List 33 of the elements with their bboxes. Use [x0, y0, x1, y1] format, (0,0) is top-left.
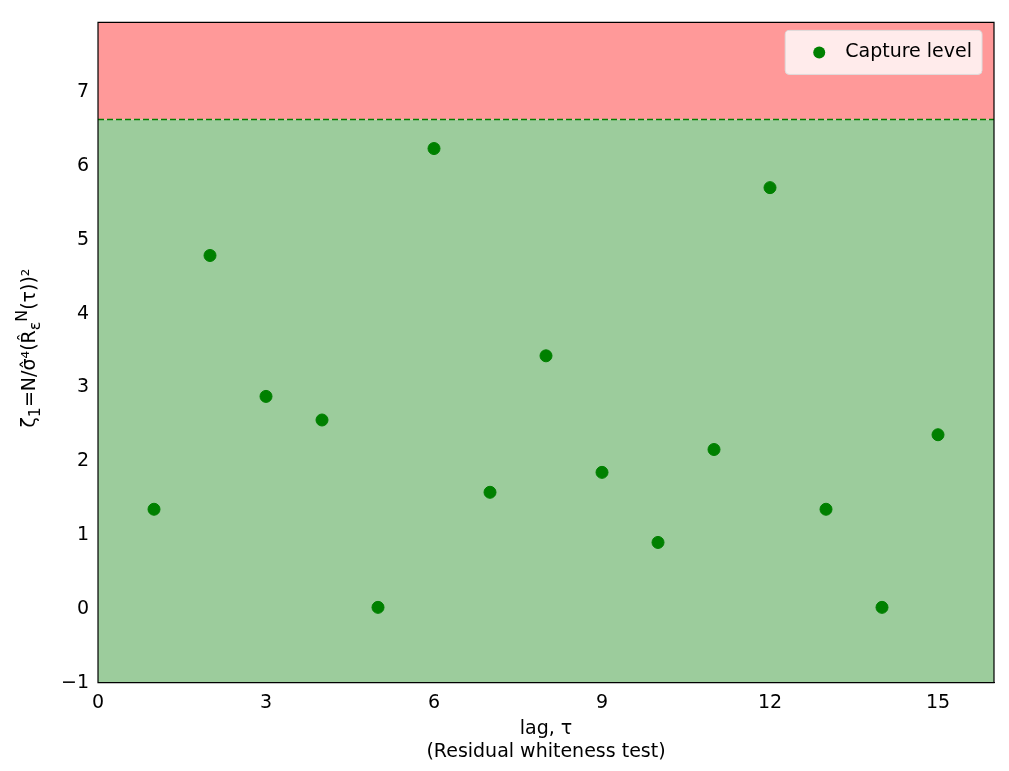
legend-label: Capture level	[845, 39, 972, 62]
point	[763, 181, 777, 195]
point	[203, 249, 217, 262]
point	[931, 428, 945, 442]
point	[595, 465, 609, 479]
text: (Residual whiteness test)	[426, 738, 666, 761]
point	[315, 413, 329, 427]
point	[539, 349, 553, 363]
point	[707, 443, 721, 456]
x-tick-label: 3	[259, 689, 273, 712]
point	[371, 600, 385, 614]
point	[819, 502, 833, 516]
point	[875, 600, 889, 614]
x-tick-label: 0	[91, 689, 105, 712]
point	[259, 389, 273, 403]
y-tick-label: 1	[76, 522, 90, 545]
y-tick-label: 5	[76, 226, 90, 249]
x-tick-label: 6	[427, 689, 441, 712]
x-tick-label: 9	[595, 689, 609, 712]
y-tick-label: 6	[76, 153, 90, 176]
x-tick-label: 12	[757, 689, 783, 712]
y-tick-label: 4	[76, 300, 90, 323]
point	[147, 502, 161, 516]
y-tick-label: 7	[76, 79, 90, 102]
x-axis-title: lag, τ	[519, 715, 573, 738]
y-tick-label: −1	[60, 669, 90, 692]
y-tick-label: 3	[76, 374, 90, 397]
y-tick-label: 2	[76, 448, 90, 471]
point	[651, 535, 665, 549]
x-tick-label: 15	[925, 689, 951, 712]
point	[427, 142, 441, 156]
y-tick-label: 0	[76, 595, 90, 618]
point	[483, 485, 497, 499]
